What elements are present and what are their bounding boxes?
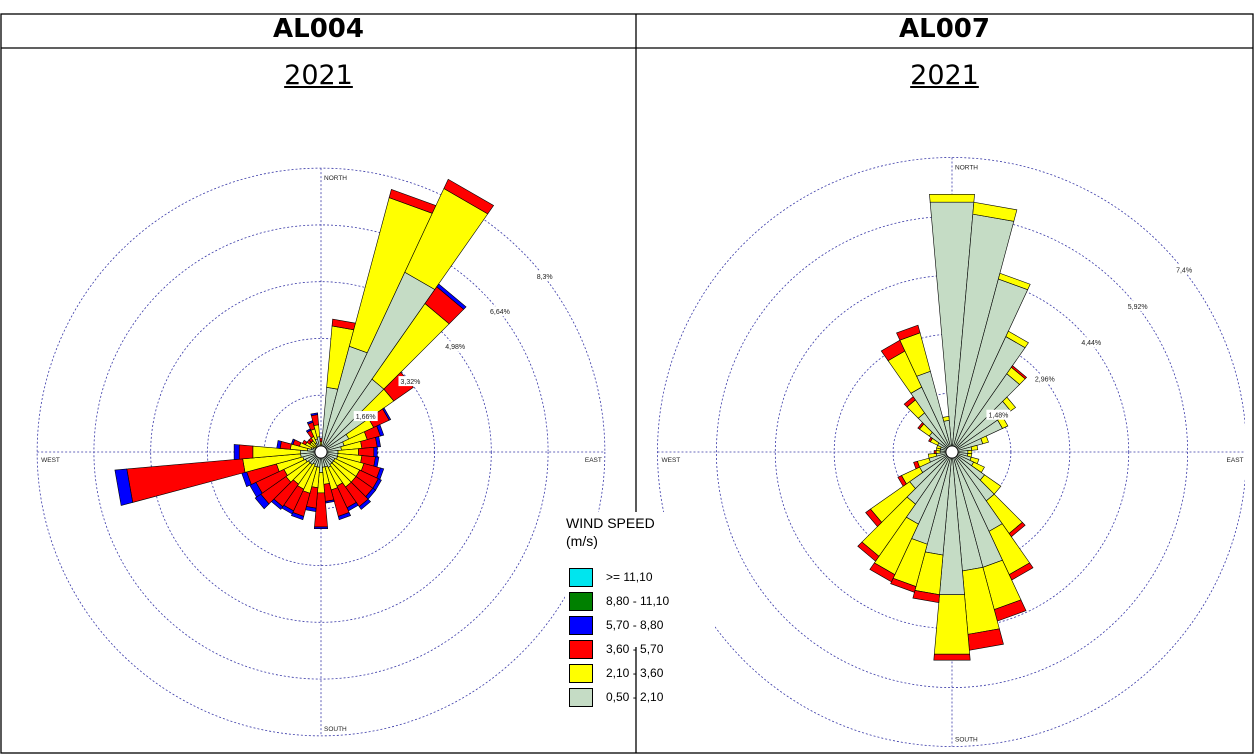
petal-segment xyxy=(942,415,950,422)
legend-units: (m/s) xyxy=(566,533,598,549)
petal-segment xyxy=(927,453,937,459)
wind-speed-legend: WIND SPEED (m/s) >= 11,10 8,80 - 11,10 5,7… xyxy=(565,512,715,707)
petal-segment xyxy=(972,201,1018,222)
legend-label: 2,10 - 3,60 xyxy=(606,666,664,680)
petal-segment xyxy=(970,444,979,451)
legend-swatch xyxy=(569,640,593,659)
direction-label-east: EAST xyxy=(585,457,602,464)
ring-label-bg xyxy=(487,306,512,317)
legend-label: 3,60 - 5,70 xyxy=(606,642,664,656)
direction-label-south: SOUTH xyxy=(324,726,347,733)
ring-label: 1,48% xyxy=(988,413,1008,420)
wind-rose-al004: NORTH EAST SOUTH WEST 1,66% 3,32% 4,98% 6,64% 8,… xyxy=(36,167,606,737)
petal-segment xyxy=(933,450,937,454)
petal-segment xyxy=(313,526,329,529)
rose-petals xyxy=(857,193,1034,661)
station-header-left: AL004 xyxy=(273,14,364,44)
petal-segment xyxy=(443,178,495,215)
petal-segment xyxy=(1010,365,1028,380)
ring-label-bg xyxy=(1079,337,1104,348)
petal-segment xyxy=(310,412,319,417)
direction-label-east: EAST xyxy=(1227,457,1244,464)
petal-segment xyxy=(929,193,975,203)
petal-segment xyxy=(869,562,896,583)
petal-segment xyxy=(890,577,917,593)
petal-segment xyxy=(375,436,381,448)
petal-segment xyxy=(980,435,989,445)
direction-label-south: SOUTH xyxy=(955,737,978,744)
petal-segment xyxy=(933,594,971,655)
ring-label: 3,32% xyxy=(401,379,421,386)
rose-petals xyxy=(114,178,495,529)
legend-swatch xyxy=(569,568,593,587)
petal-segment xyxy=(382,407,392,421)
petal-segment xyxy=(337,512,352,521)
petal-segment xyxy=(857,541,880,562)
rose-labels: NORTH EAST SOUTH WEST 1,48% 2,96% 4,44% 5,92% 7,… xyxy=(661,164,1243,743)
ring-label-bg xyxy=(1125,300,1150,311)
ring-label: 2,96% xyxy=(1035,376,1055,383)
petal-segment xyxy=(233,444,240,460)
legend-swatch xyxy=(569,688,593,707)
calm-center xyxy=(945,445,959,459)
calm-center xyxy=(314,445,328,459)
legend-label: 5,70 - 8,80 xyxy=(606,618,664,632)
rose-labels: NORTH EAST SOUTH WEST 1,66% 3,32% 4,98% 6,64% 8,… xyxy=(41,175,602,733)
ring-label-bg xyxy=(398,376,423,387)
ring-label: 1,66% xyxy=(356,414,376,421)
petal-segment xyxy=(238,444,254,460)
petal-segment xyxy=(276,440,282,449)
petal-segment xyxy=(913,460,920,470)
petal-segment xyxy=(997,272,1031,291)
petal-segment xyxy=(290,512,305,521)
petal-segment xyxy=(373,446,378,458)
direction-label-north: NORTH xyxy=(955,164,978,171)
legend-swatch xyxy=(569,592,593,611)
ring-label: 5,92% xyxy=(1128,304,1148,311)
ring-label: 8,3% xyxy=(537,274,553,281)
direction-label-north: NORTH xyxy=(324,175,347,182)
legend-title: WIND SPEED xyxy=(566,515,655,531)
direction-label-west: WEST xyxy=(661,457,680,464)
ring-label: 6,64% xyxy=(490,309,510,316)
petal-segment xyxy=(358,498,372,510)
ring-label-bg xyxy=(1174,264,1195,275)
year-label-left: 2021 xyxy=(284,60,353,91)
petal-segment xyxy=(114,468,134,506)
year-label-right: 2021 xyxy=(910,60,979,91)
ring-label-bg xyxy=(443,341,468,352)
petal-segment xyxy=(254,493,270,510)
grid-ring xyxy=(657,157,1245,747)
ring-label: 7,4% xyxy=(1176,268,1192,275)
petal-segment xyxy=(1002,396,1017,412)
petal-segment xyxy=(436,283,467,310)
petal-segment xyxy=(896,324,921,341)
petal-segment xyxy=(1005,330,1029,349)
petal-segment xyxy=(126,458,246,503)
petal-segment xyxy=(865,508,883,528)
petal-segment xyxy=(290,438,296,445)
legend-label: 0,50 - 2,10 xyxy=(606,690,664,704)
legend-swatch xyxy=(569,664,593,683)
petal-segment xyxy=(933,653,971,661)
ring-label-bg xyxy=(353,411,378,422)
petal-segment xyxy=(301,439,308,446)
legend-label: >= 11,10 xyxy=(606,570,653,584)
legend-label: 8,80 - 11,10 xyxy=(606,594,670,608)
petal-segment xyxy=(279,441,292,450)
legend-swatch xyxy=(569,616,593,635)
ring-label-bg xyxy=(986,409,1011,420)
rose-grid xyxy=(36,167,606,737)
ring-label: 4,44% xyxy=(1081,340,1101,347)
wind-rose-al007: NORTH EAST SOUTH WEST 1,48% 2,96% 4,44% 5,92% 7,… xyxy=(657,157,1245,747)
grid-ring xyxy=(150,281,492,623)
ring-label: 4,98% xyxy=(445,344,465,351)
direction-label-west: WEST xyxy=(41,457,60,464)
station-header-right: AL007 xyxy=(899,14,990,44)
petal-segment xyxy=(912,590,940,604)
petal-segment xyxy=(897,475,907,487)
petal-segment xyxy=(376,424,385,437)
ring-label-bg xyxy=(534,271,555,282)
ring-label-bg xyxy=(1032,373,1057,384)
